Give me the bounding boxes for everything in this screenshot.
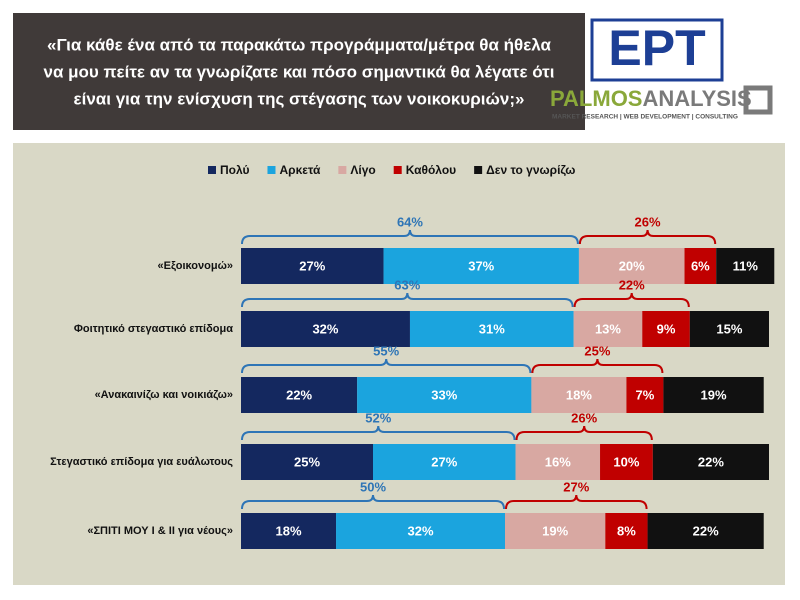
analysis-word: ANALYSIS (642, 86, 751, 111)
bar-segment (336, 513, 505, 549)
legend-swatch (267, 166, 276, 174)
title-box (13, 13, 585, 130)
value-label: 15% (716, 321, 742, 336)
bracket (573, 292, 690, 308)
legend-label: Πολύ (220, 163, 249, 177)
bar-segment (663, 377, 764, 413)
value-label: 19% (542, 523, 568, 538)
value-label: 22% (693, 523, 719, 538)
value-label: 19% (701, 387, 727, 402)
bar-segment (626, 377, 664, 413)
category-label: Στεγαστικό επίδομα για ευάλωτους (50, 456, 233, 468)
bracket (241, 229, 579, 245)
bar-segment (241, 444, 373, 480)
legend-swatch (474, 166, 483, 174)
ert-logo-box (590, 18, 724, 82)
value-label: 33% (431, 387, 457, 402)
bracket (578, 229, 717, 245)
value-label: 11% (733, 258, 759, 273)
legend-label: Δεν το γνωρίζω (486, 163, 575, 177)
legend-swatch (338, 166, 347, 174)
bar-segment (241, 377, 358, 413)
palmos-logo: PALMOSANALYSIS (550, 86, 752, 111)
bar-segment (605, 513, 648, 549)
bar-segment (505, 513, 606, 549)
bar-segment (515, 444, 601, 480)
category-label: Φοιτητικό στεγαστικό επίδομα (74, 323, 233, 335)
legend-swatch (208, 166, 216, 174)
value-label: 18% (276, 523, 302, 538)
value-label: 20% (619, 258, 645, 273)
bracket (505, 494, 648, 510)
value-label: 32% (312, 321, 338, 336)
bar-segment (642, 311, 690, 347)
title-line: να μου πείτε αν τα γνωρίζατε και πόσο ση… (43, 62, 554, 81)
value-label: 10% (613, 454, 639, 469)
bracket-label: 50% (360, 479, 386, 494)
bar-segment (689, 311, 769, 347)
category-label: «ΣΠΙΤΙ ΜΟΥ Ι & ΙΙ για νέους» (87, 525, 233, 537)
value-label: 22% (698, 454, 724, 469)
bracket-label: 22% (619, 277, 645, 292)
value-label: 16% (545, 454, 571, 469)
value-label: 25% (294, 454, 320, 469)
bar-segment (573, 311, 643, 347)
palmos-word: PALMOS (550, 86, 642, 111)
legend-label: Καθόλου (406, 163, 456, 177)
bar-segment (409, 311, 574, 347)
bracket (241, 358, 532, 374)
bar-segment (578, 248, 685, 284)
palmos-tagline: MARKET RESEARCH | WEB DEVELOPMENT | CONS… (552, 114, 738, 121)
bracket-label: 52% (365, 410, 391, 425)
bar-segment (373, 444, 516, 480)
value-label: 18% (566, 387, 592, 402)
bar-segment (716, 248, 775, 284)
bracket-label: 25% (584, 343, 610, 358)
bar-segment (684, 248, 717, 284)
category-label: «Ανακαινίζω και νοικιάζω» (95, 389, 233, 401)
bar-segment (241, 513, 337, 549)
title-line: «Για κάθε ένα από τα παρακάτω προγράμματ… (47, 35, 552, 54)
legend-label: Αρκετά (279, 163, 320, 177)
bracket-label: 27% (563, 479, 589, 494)
bar-segment (652, 444, 769, 480)
category-label: «Εξοικονομώ» (158, 260, 233, 272)
bracket-label: 55% (373, 343, 399, 358)
title-line: είναι για την ενίσχυση της στέγασης των … (74, 89, 525, 108)
bracket (515, 425, 653, 441)
palmos-icon (743, 85, 773, 115)
bar-segment (647, 513, 764, 549)
bracket (241, 494, 505, 510)
bar-segment (241, 248, 384, 284)
bar-segment (383, 248, 579, 284)
value-label: 27% (299, 258, 325, 273)
bracket (241, 425, 516, 441)
value-label: 22% (286, 387, 312, 402)
legend-swatch (393, 166, 402, 174)
bracket (531, 358, 664, 374)
bracket-label: 26% (571, 410, 597, 425)
value-label: 9% (657, 321, 676, 336)
value-label: 7% (636, 387, 655, 402)
bar-segment (241, 311, 410, 347)
bar-segment (531, 377, 627, 413)
value-label: 13% (595, 321, 621, 336)
bar-segment (357, 377, 532, 413)
value-label: 37% (468, 258, 494, 273)
bar-segment (600, 444, 653, 480)
value-label: 6% (691, 258, 710, 273)
bracket-label: 63% (394, 277, 420, 292)
bracket-label: 64% (397, 214, 423, 229)
ert-logo: ΕΡΤ (608, 20, 705, 76)
bracket (241, 292, 574, 308)
value-label: 8% (617, 523, 636, 538)
value-label: 27% (431, 454, 457, 469)
legend-label: Λίγο (350, 163, 375, 177)
bracket-label: 26% (635, 214, 661, 229)
value-label: 32% (408, 523, 434, 538)
value-label: 31% (479, 321, 505, 336)
